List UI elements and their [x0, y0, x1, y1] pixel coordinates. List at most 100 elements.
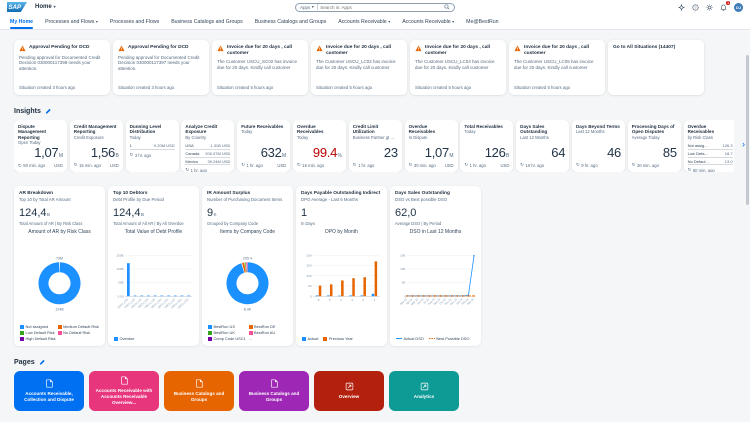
page-tile[interactable]: Accounts Receivable, Collection and Disp… — [14, 371, 84, 411]
svg-text:4: 4 — [340, 297, 342, 301]
page-tile[interactable]: Overview — [314, 371, 384, 411]
chevron-down-icon: ▾ — [452, 18, 455, 24]
shell-title-label: Home — [35, 4, 52, 10]
svg-text:0.00: 0.00 — [118, 294, 124, 298]
tile-list-value: 13.0 — [724, 158, 733, 164]
nav-tab[interactable]: My Home — [10, 14, 34, 29]
tile-refresh-time: 1 hr. ago — [358, 163, 375, 168]
svg-text:5: 5 — [329, 297, 331, 301]
legend-swatch — [302, 336, 306, 341]
tile-footer: ↻ 1 hr. ago USD — [464, 163, 509, 168]
tile-currency: USD — [500, 163, 510, 168]
chart-title: Amount of AR by Risk Class — [28, 228, 91, 235]
nav-tab[interactable]: Processes and Flows — [110, 14, 159, 29]
insight-card[interactable]: Top 10 Debtors Debt Profile by Due Period… — [108, 186, 199, 346]
insight-tiles-carousel: Dispute Management Reporting Open Today 1,… — [14, 120, 745, 172]
tile-currency: USD — [54, 163, 63, 169]
edit-insights-icon[interactable] — [45, 108, 52, 115]
svg-text:Jul 23: Jul 23 — [422, 297, 430, 305]
assistant-icon[interactable] — [678, 3, 685, 11]
todo-card-footer: Situation created 3 hours ago — [19, 85, 76, 90]
tile-value-number: 1,07 — [424, 144, 449, 160]
tile-footer: ↻ 30 min. ago USD — [409, 163, 454, 168]
svg-text:150: 150 — [306, 263, 311, 267]
nav-tab[interactable]: Business Catalogs and Groups — [255, 14, 327, 29]
insight-tile[interactable]: Days Beyond Terms Last 12 Months 46 ↻ 9 hr. … — [571, 120, 625, 172]
insight-card[interactable]: Days Sales Outstanding DSO vs Best possib… — [390, 186, 481, 346]
user-avatar[interactable]: DJ — [734, 2, 743, 12]
insight-tile[interactable]: Credit Management Reporting Credit Exposu… — [69, 120, 123, 172]
tile-refresh-time: 30 min. ago — [637, 163, 659, 168]
page-icon — [270, 379, 279, 388]
insights-heading-label: Insights — [14, 108, 41, 115]
todo-card-footer: Situation created 5 hours ago — [316, 85, 373, 90]
insight-card[interactable]: Days Payable Outstanding Indirect DPO Ave… — [296, 186, 387, 346]
tile-footer: ↻ 50 min. ago — [688, 168, 733, 172]
insight-tile[interactable]: Days Sales Outstanding Last 12 Months 64 ↻ 1… — [516, 120, 570, 172]
svg-text:1: 1 — [374, 297, 376, 301]
insight-tile[interactable]: Credit Limit Utilization Business Partner… — [348, 120, 402, 172]
scrollbar[interactable] — [746, 55, 749, 205]
edit-pages-icon[interactable] — [39, 359, 46, 366]
tile-subtitle: In Dispute — [408, 134, 428, 140]
insight-tile[interactable]: Future Receivables Today 632M ↻ 1 hr. ago USD — [237, 120, 291, 172]
search-bar[interactable]: Apps ▾ — [295, 2, 455, 12]
insight-card[interactable]: AR Breakdown Top 10 by Total AR Amount 124… — [14, 186, 105, 346]
todo-card[interactable]: Invoice due for 20 days , call customer T… — [212, 40, 308, 95]
nav-tab[interactable]: Accounts Receivable ▾ — [338, 14, 390, 29]
todo-card[interactable]: Approval Pending for DCD Pending approval… — [14, 40, 110, 95]
refresh-icon: ↻ — [408, 162, 413, 168]
refresh-icon: ↻ — [520, 162, 524, 168]
svg-text:Mar 23: Mar 23 — [399, 297, 408, 306]
todo-card[interactable]: Invoice due for 20 days , call customer T… — [509, 40, 605, 95]
page-tile[interactable]: Business Catalogs and Groups — [239, 371, 309, 411]
insight-tile[interactable]: Total Receivables Today 126B ↻ 1 hr. ago USD — [460, 120, 514, 172]
tile-subtitle: Open Today — [18, 139, 41, 145]
nav-tab[interactable]: Me@BestRun — [466, 14, 498, 29]
todo-card[interactable]: Approval Pending for DCD Pending approval… — [113, 40, 209, 95]
tile-list: USA 1.31B USD Canada 200.37M USD Mexico 39.24… — [185, 143, 231, 166]
insight-tile[interactable]: Overdue Receivables by Risk Class Not assi… — [683, 120, 734, 172]
chart-legend: BestRun US BestRun DE BestRun UK BestRun AU… — [207, 322, 288, 341]
insight-tile[interactable]: Overdue Receivables In Dispute 1,07M ↻ 30 mi… — [404, 120, 458, 172]
todo-card[interactable]: Invoice due for 20 days , call customer T… — [410, 40, 506, 95]
legend-label: Low Default Risk — [25, 330, 55, 335]
notifications-bell-icon[interactable]: 1 — [720, 1, 730, 11]
tile-value-number: 1,56 — [90, 144, 115, 160]
insight-tile[interactable]: Processing Days of Open Disputes Average … — [627, 120, 681, 172]
svg-text:100: 100 — [306, 273, 311, 277]
refresh-icon: ↻ — [575, 162, 580, 168]
page-tile[interactable]: Accounts Receivable with Accounts Receiv… — [89, 371, 159, 411]
settings-icon[interactable] — [706, 3, 713, 11]
insight-card[interactable]: IR Amount Surplus Number of Purchasing Do… — [202, 186, 293, 346]
home-menu-button[interactable]: Home ▾ — [35, 4, 56, 10]
page-tile[interactable]: Analytics — [389, 371, 459, 411]
insight-tile[interactable]: Dispute Management Reporting Open Today 1,… — [14, 120, 67, 172]
legend-label: Actual — [307, 336, 319, 341]
insight-tile[interactable]: Analyze Credit Exposure By Country USA 1.31… — [181, 120, 235, 172]
nav-tab[interactable]: Processes and Flows ▾ — [45, 14, 98, 29]
tile-list-label: Mexico — [185, 158, 199, 164]
search-scope-select[interactable]: Apps ▾ — [300, 5, 314, 10]
chart-area: 0 5K 10K 15K Mar 23 Apr 23 May 23 Jun 23 Jul 23 A… — [395, 236, 476, 335]
todo-card-title: Invoice due for 20 days , call customer — [227, 45, 293, 56]
nav-tab[interactable]: Business Catalogs and Groups — [171, 14, 243, 29]
sap-logo[interactable]: SAP — [7, 2, 27, 12]
nav-tab[interactable]: Accounts Receivable ▾ — [402, 14, 454, 29]
insight-tile[interactable]: Overdue Receivables Today 99.4% ↻ 15 min. ag… — [292, 120, 346, 172]
page-tile[interactable]: Business Catalogs and Groups — [164, 371, 234, 411]
insight-tile[interactable]: Dunning Level Distribution Today 1 9.20M US… — [125, 120, 179, 172]
tile-title: Processing Days of Open Disputes — [631, 124, 675, 135]
search-icon[interactable] — [444, 4, 450, 10]
search-input[interactable] — [320, 4, 441, 10]
tile-list-row: Canada 200.37M USD — [185, 150, 231, 158]
card-value-number: 124,4 — [113, 206, 141, 219]
legend-label: Best Possible DSO — [436, 336, 470, 341]
todo-card-title: Invoice due for 20 days , call customer — [425, 45, 491, 56]
legend-label: Actual DSO — [403, 336, 424, 341]
todo-card[interactable]: Go to All Situations (14407) — [608, 40, 704, 95]
carousel-next-icon[interactable]: › — [742, 139, 745, 149]
legend-swatch — [323, 336, 328, 341]
todo-card[interactable]: Invoice due for 20 days , call customer T… — [311, 40, 407, 95]
help-icon[interactable]: ? — [692, 4, 699, 11]
